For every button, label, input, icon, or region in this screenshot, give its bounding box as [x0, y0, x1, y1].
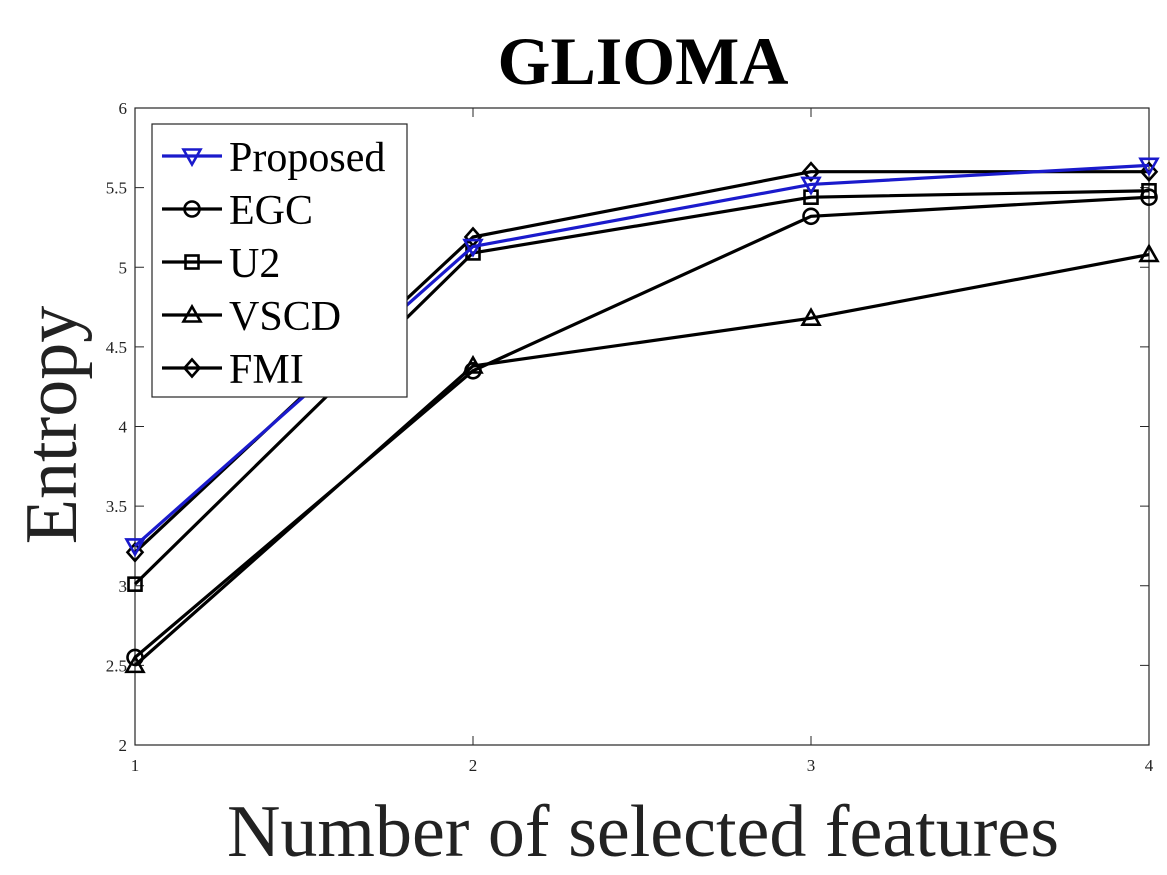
data-point-fmi [801, 161, 821, 183]
data-point-proposed [462, 238, 484, 258]
x-axis-label: Number of selected features [227, 791, 1059, 873]
legend-marker-proposed [181, 148, 203, 168]
data-point-u2 [127, 576, 143, 592]
data-point-vscd [1138, 243, 1160, 263]
y-tick-label: 3.5 [106, 497, 127, 516]
y-tick-label: 5 [119, 258, 128, 277]
data-point-proposed [800, 176, 822, 196]
data-point-fmi [1139, 161, 1159, 183]
legend-marker-fmi [182, 357, 202, 379]
data-point-vscd [800, 307, 822, 327]
legend-label-egc: EGC [229, 188, 313, 234]
data-point-egc [802, 207, 820, 226]
x-tick-label: 1 [131, 756, 140, 775]
y-tick-label: 4 [119, 418, 128, 437]
y-tick-label: 3 [119, 577, 128, 596]
x-tick-label: 4 [1145, 756, 1154, 775]
series-line-u2 [133, 189, 1150, 586]
legend: Proposed EGC U2 VSCD FMI [151, 123, 408, 398]
y-tick-label: 6 [119, 99, 128, 118]
x-tick-label: 3 [807, 756, 816, 775]
y-tick-label: 2 [119, 736, 128, 755]
y-tick-label: 2.5 [106, 656, 127, 675]
legend-label-fmi: FMI [229, 347, 304, 393]
legend-label-u2: U2 [229, 241, 280, 287]
legend-label-proposed: Proposed [229, 135, 385, 181]
series-line-egc [133, 195, 1150, 659]
data-point-proposed [124, 538, 146, 558]
data-point-egc [464, 361, 482, 380]
data-point-fmi [125, 541, 145, 563]
legend-marker-vscd [181, 303, 203, 323]
chart-title: GLIOMA [498, 23, 789, 99]
x-tick-label: 2 [469, 756, 478, 775]
data-point-proposed [1138, 157, 1160, 177]
y-tick-label: 4.5 [106, 338, 127, 357]
y-axis-label: Entropy [11, 306, 93, 544]
legend-label-vscd: VSCD [229, 294, 341, 340]
data-point-egc [1140, 188, 1158, 206]
data-point-egc [126, 648, 144, 667]
y-tick-label: 5.5 [106, 179, 127, 198]
legend-marker-egc [183, 200, 201, 218]
legend-marker-u2 [184, 254, 200, 270]
